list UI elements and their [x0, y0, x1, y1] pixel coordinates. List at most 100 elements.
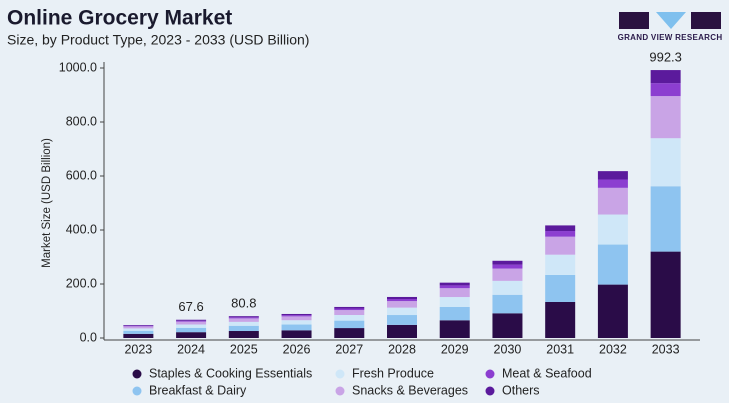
bar-segment	[597, 284, 628, 338]
chart-title: Online Grocery Market	[7, 7, 232, 30]
x-tick-label: 2024	[177, 342, 205, 356]
y-tick-label: 200.0	[66, 276, 97, 290]
bar-segment	[228, 325, 259, 332]
legend-marker	[335, 386, 345, 396]
legend-marker	[132, 369, 142, 379]
y-tick-label: 0.0	[80, 330, 97, 344]
bar-segment	[492, 268, 523, 281]
logo-block	[656, 12, 686, 29]
bar-segment	[387, 324, 417, 338]
legend-marker	[335, 369, 345, 379]
bar-segment	[387, 296, 417, 300]
bar-segment	[439, 285, 470, 289]
x-tick-label: 2025	[230, 342, 258, 356]
bar-segment	[650, 186, 681, 252]
legend-marker	[485, 386, 495, 396]
bar-segment	[492, 294, 523, 314]
bar-segment	[597, 187, 628, 215]
logo-block	[691, 12, 721, 29]
legend-label: Staples & Cooking Essentials	[149, 366, 312, 380]
legend-marker	[132, 386, 142, 396]
bar-segment	[176, 332, 207, 338]
bar-segment	[545, 301, 576, 338]
bar-segment	[334, 328, 365, 338]
bar-segment	[281, 315, 312, 317]
bar-segment	[387, 315, 417, 325]
y-axis-title: Market Size (USD Billion)	[41, 138, 53, 268]
bar-segment	[281, 316, 312, 321]
bar-segment	[176, 327, 207, 333]
bar-segment	[650, 251, 681, 338]
bar-segment	[123, 326, 154, 329]
bar-segment	[545, 254, 576, 275]
logo-text: GRAND VIEW RESEARCH	[618, 33, 723, 42]
bar-segment	[545, 231, 576, 237]
x-tick-label: 2032	[599, 342, 627, 356]
plot: 0.0 200.0 400.0 600.0 800.0 1000.0 2023 2024 67.…	[59, 50, 682, 398]
x-tick-label: 2030	[494, 342, 522, 356]
total-label: 67.6	[178, 299, 203, 314]
bar-segment	[334, 320, 365, 329]
bar-segment	[650, 96, 681, 139]
y-tick-label: 800.0	[66, 114, 97, 128]
bar-segment	[123, 325, 154, 326]
bar-segment	[597, 214, 628, 245]
bar-segment	[334, 306, 365, 309]
bar-segment	[228, 317, 259, 319]
bar-segment	[439, 297, 470, 308]
bar-segment	[228, 331, 259, 338]
bar-segment	[492, 260, 523, 265]
bar-segment	[492, 264, 523, 269]
bar-segment	[492, 280, 523, 295]
bar-segment	[597, 171, 628, 180]
bar-segment	[492, 313, 523, 338]
bar-segment	[650, 138, 681, 187]
bar-segment	[176, 319, 207, 321]
bar-segment	[439, 288, 470, 298]
x-tick-label: 2023	[124, 342, 152, 356]
bar-segment	[123, 333, 154, 338]
legend-label: Others	[502, 383, 540, 397]
legend-marker	[485, 369, 495, 379]
y-tick-label: 400.0	[66, 222, 97, 236]
total-label: 992.3	[649, 50, 682, 65]
x-tick-label: 2033	[652, 342, 680, 356]
bar-segment	[123, 325, 154, 327]
bar-segment	[176, 320, 207, 322]
bar-segment	[439, 320, 470, 338]
y-tick-label: 1000.0	[59, 60, 97, 74]
y-tick-label: 600.0	[66, 168, 97, 182]
x-tick-label: 2027	[335, 342, 363, 356]
legend-label: Meat & Seafood	[502, 366, 592, 380]
bar-segment	[281, 324, 312, 331]
total-label: 80.8	[231, 296, 256, 311]
bar-segment	[334, 308, 365, 311]
bar-segment	[281, 320, 312, 325]
bar-segment	[228, 316, 259, 318]
bar-segment	[650, 70, 681, 84]
bar-segment	[545, 236, 576, 255]
x-tick-label: 2029	[441, 342, 469, 356]
bar-segment	[123, 330, 154, 334]
bar-segment	[281, 313, 312, 316]
bar-segment	[281, 330, 312, 338]
bar-segment	[650, 83, 681, 97]
bar-segment	[597, 179, 628, 188]
x-tick-label: 2026	[283, 342, 311, 356]
logo-block	[619, 12, 649, 29]
logo-mark	[619, 12, 721, 29]
bar-segment	[228, 318, 259, 322]
bar-segment	[439, 307, 470, 321]
legend-label: Snacks & Beverages	[352, 383, 468, 397]
x-tick-label: 2028	[388, 342, 416, 356]
legend-label: Fresh Produce	[352, 366, 434, 380]
x-tick-label: 2031	[546, 342, 574, 356]
bar-segment	[387, 307, 417, 316]
bar-segment	[387, 301, 417, 308]
bar-segment	[176, 321, 207, 325]
bar-segment	[176, 324, 207, 328]
bar-segment	[597, 244, 628, 285]
bar-segment	[123, 328, 154, 331]
bar-segment	[439, 282, 470, 286]
